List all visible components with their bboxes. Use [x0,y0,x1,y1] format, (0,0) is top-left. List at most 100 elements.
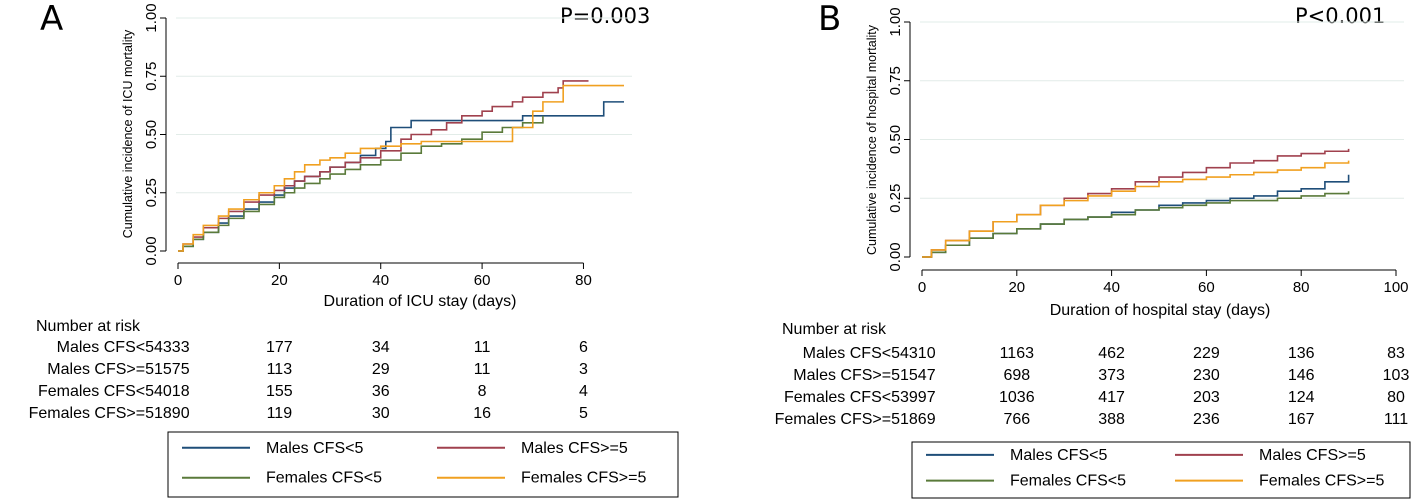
legend-label: Females CFS<5 [1010,473,1126,490]
p-value: P<0.001 [1295,4,1385,28]
risk-count: 30 [372,405,390,422]
risk-count: 80 [1387,389,1405,406]
risk-count: 230 [1193,367,1220,384]
risk-count: 4333 [154,339,190,356]
legend-box [167,431,679,498]
legend-a: Males CFS<5 Males CFS>=5 Females CFS<5 Fema… [167,431,679,498]
series-males-cfs-5-line [178,80,589,252]
x-tick-label: 0 [174,272,182,289]
risk-count: 229 [1193,345,1220,362]
risk-count: 1890 [154,405,190,422]
risk-table-a: Number at risk Males CFS<5 4333 177 34 11 6Ma… [29,318,588,422]
y-tick-label: 0.00 [887,242,904,271]
risk-count: 29 [372,361,390,378]
legend-label: Males CFS>=5 [1259,447,1366,464]
risk-count: 4 [579,383,588,400]
risk-row-label: Males CFS>=5 [793,367,900,384]
risk-count: 1869 [900,411,936,428]
risk-count: 698 [1003,367,1030,384]
y-tick-label: 0.25 [143,178,160,207]
risk-count: 36 [372,383,390,400]
y-tick-label: 0.25 [887,184,904,213]
x-axis-label: Duration of hospital stay (days) [1050,302,1271,319]
plot-area-b: 0.00 0.25 0.50 0.75 1.00 0 20 40 60 80 100 [887,7,1409,296]
risk-count: 417 [1098,389,1125,406]
risk-row-label: Males CFS<5 [57,339,154,356]
risk-count: 1575 [154,361,190,378]
legend-label: Males CFS<5 [266,440,363,457]
x-axis-label: Duration of ICU stay (days) [324,293,517,310]
risk-count: 3 [579,361,588,378]
risk-count: 11 [474,339,491,356]
y-tick-label: 1.00 [887,7,904,36]
panel-b: B P<0.001 0.00 0.25 0.50 0.75 1.00 0 20 40 60 80 1… [775,0,1411,499]
risk-count: 5 [579,405,588,422]
series-females-cfs-5-line [922,160,1350,258]
x-tick-label: 80 [1293,279,1310,296]
x-tick-label: 60 [474,272,491,289]
legend-box [911,441,1411,499]
risk-count: 155 [266,383,293,400]
risk-count: 462 [1098,345,1125,362]
series-males-cfs-5-line [922,148,1350,258]
risk-count: 119 [267,405,293,422]
risk-count: 111 [1384,411,1408,428]
risk-count: 113 [267,361,293,378]
risk-count: 766 [1003,411,1030,428]
x-tick-label: 20 [1008,279,1025,296]
x-tick-label: 60 [1198,279,1215,296]
plot-area-a: 0.00 0.25 0.50 0.75 1.00 0 20 40 60 80 [143,3,632,289]
y-tick-label: 0.50 [143,120,160,149]
risk-count: 4018 [154,383,190,400]
risk-row-label: Females CFS>=5 [29,405,154,422]
x-tick-label: 40 [372,272,389,289]
risk-count: 1163 [1000,345,1035,362]
x-tick-label: 40 [1103,279,1120,296]
risk-count: 1036 [999,389,1035,406]
legend-label: Females CFS<5 [266,470,382,487]
panel-a: A P=0.003 0.000.250.500.751.000 20 40 60 80 … [29,0,679,498]
risk-row-label: Females CFS>=5 [775,411,900,428]
risk-row-label: Females CFS<5 [38,383,154,400]
x-tick-label: 80 [575,272,592,289]
risk-count: 1547 [900,367,936,384]
legend-label: Females CFS>=5 [521,470,646,487]
risk-row-label: Males CFS>=5 [47,361,154,378]
series-females-cfs-5-line [922,191,1350,258]
risk-count: 167 [1288,411,1315,428]
y-tick-label: 0.75 [887,66,904,95]
risk-count: 8 [478,383,487,400]
panel-letter: B [818,0,841,39]
legend-label: Females CFS>=5 [1259,473,1384,490]
risk-count: 124 [1288,389,1315,406]
y-tick-label: 0.50 [887,125,904,154]
risk-count: 177 [266,339,293,356]
risk-row-label: Females CFS<5 [784,389,900,406]
risk-table-title: Number at risk [782,321,887,338]
x-tick-label: 20 [271,272,288,289]
y-tick-label: 1.00 [143,3,160,32]
y-axis-label: Cumulative incidence of ICU mortality [121,29,135,238]
risk-count: 146 [1288,367,1315,384]
risk-count: 11 [474,361,491,378]
series-females-cfs-5-line [178,115,544,252]
risk-count: 34 [372,339,390,356]
panel-letter: A [40,0,63,39]
risk-count: 103 [1383,367,1410,384]
y-tick-label: 0.00 [143,236,160,265]
risk-count: 388 [1098,411,1125,428]
risk-table-title: Number at risk [36,318,141,335]
series-males-cfs-5-line [178,101,624,252]
y-axis-label: Cumulative incidence of hospital mortali… [865,24,879,255]
legend-b: Males CFS<5 Males CFS>=5 Females CFS<5 Fema… [911,441,1411,499]
p-value: P=0.003 [560,4,650,28]
risk-count: 83 [1387,345,1405,362]
risk-count: 3997 [900,389,936,406]
risk-count: 136 [1288,345,1315,362]
series-females-cfs-5-line [178,84,624,252]
risk-table-b: Number at risk Males CFS<5 4310 1163 462 229… [775,321,1410,428]
x-tick-label: 100 [1383,279,1408,296]
x-tick-label: 0 [918,279,926,296]
y-tick-label: 0.75 [143,62,160,91]
risk-count: 203 [1193,389,1220,406]
